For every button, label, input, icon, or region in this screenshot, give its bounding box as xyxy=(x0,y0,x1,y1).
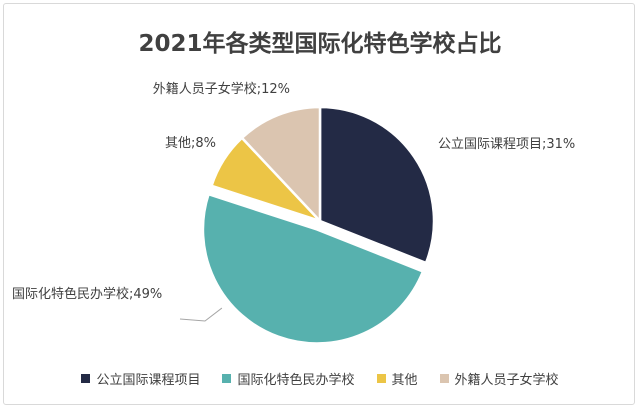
legend-swatch-other xyxy=(376,374,386,383)
leader-line-intl-private-school xyxy=(179,307,223,322)
data-label-other: 其他;8% xyxy=(165,136,216,151)
legend-item-foreign-staff-children-school: 外籍人员子女学校 xyxy=(439,369,559,388)
legend-item-public-intl-course: 公立国际课程项目 xyxy=(81,369,200,388)
legend-label-intl-private-school: 国际化特色民办学校 xyxy=(237,373,355,388)
pie-slice-foreign-staff-children-school xyxy=(240,105,322,225)
pie-slice-intl-private-school xyxy=(201,192,425,345)
legend-item-intl-private-school: 国际化特色民办学校 xyxy=(222,369,355,388)
legend-swatch-intl-private-school xyxy=(222,374,232,383)
data-label-foreign-staff-children-school: 外籍人员子女学校;12% xyxy=(153,81,290,97)
legend-swatch-public-intl-course xyxy=(81,374,91,383)
data-label-public-intl-course: 公立国际课程项目;31% xyxy=(438,137,575,152)
legend-label-public-intl-course: 公立国际课程项目 xyxy=(96,373,201,388)
pie-slice-public-intl-course xyxy=(318,105,436,265)
chart-legend: 公立国际课程项目 国际化特色民办学校 其他 外籍人员子女学校 xyxy=(0,369,640,388)
legend-item-other: 其他 xyxy=(376,369,418,388)
legend-swatch-foreign-staff-children-school xyxy=(439,374,449,383)
chart-title: 2021年各类型国际化特色学校占比 xyxy=(138,31,502,57)
data-label-intl-private-school: 国际化特色民办学校;49% xyxy=(12,286,162,302)
legend-label-other: 其他 xyxy=(391,373,418,388)
legend-label-foreign-staff-children-school: 外籍人员子女学校 xyxy=(454,373,559,388)
